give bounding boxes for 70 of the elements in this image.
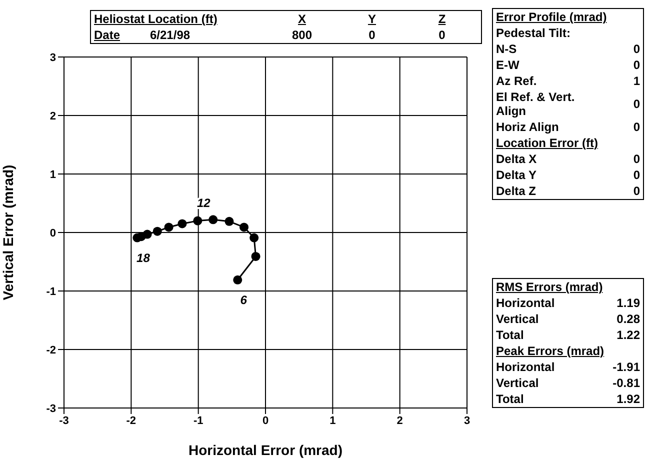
text: X bbox=[296, 11, 307, 27]
x-tick-label: 0 bbox=[262, 414, 269, 427]
text: 1.92 bbox=[616, 391, 641, 407]
text: Date bbox=[93, 27, 122, 43]
y-tick-label: 3 bbox=[50, 52, 56, 64]
text: Delta Z bbox=[495, 183, 538, 199]
text: 0 bbox=[368, 27, 376, 43]
text: Total bbox=[495, 391, 525, 407]
x-tick-label: -1 bbox=[193, 414, 204, 427]
x-tick-label: -2 bbox=[126, 414, 136, 427]
annotation: 18 bbox=[136, 250, 150, 265]
point bbox=[152, 226, 162, 236]
text: 0.28 bbox=[616, 311, 641, 327]
point bbox=[251, 252, 260, 261]
y-tick-label: 2 bbox=[50, 110, 56, 122]
text: 0 bbox=[632, 96, 641, 112]
text: 800 bbox=[290, 27, 314, 43]
x-tick-label: 3 bbox=[464, 414, 470, 427]
text: 0 bbox=[438, 27, 446, 43]
y-tick-label: 1 bbox=[50, 168, 56, 181]
text: Vertical bbox=[495, 311, 540, 327]
point bbox=[224, 216, 234, 226]
text: 0 bbox=[632, 119, 641, 135]
text: Z bbox=[437, 11, 447, 27]
text: 0 bbox=[632, 41, 641, 57]
x-tick-label: -3 bbox=[59, 414, 69, 427]
text: N-S bbox=[495, 41, 518, 57]
point bbox=[239, 222, 249, 232]
text: RMS Errors (mrad) bbox=[495, 279, 604, 295]
text: Heliostat Location (ft) bbox=[93, 11, 218, 27]
point bbox=[208, 215, 218, 224]
x-tick-label: 2 bbox=[396, 414, 403, 427]
text: Vertical bbox=[495, 375, 540, 391]
text: Horizontal bbox=[495, 295, 556, 311]
text: Delta Y bbox=[495, 167, 538, 183]
y-tick-label: -2 bbox=[46, 344, 56, 356]
text: 0 bbox=[632, 57, 641, 73]
text: 0 bbox=[632, 151, 641, 167]
y-tick-label: -1 bbox=[46, 286, 56, 298]
y-tick-label: -3 bbox=[46, 402, 56, 415]
text: Y bbox=[366, 11, 377, 27]
text: Total bbox=[495, 327, 525, 343]
text: Horiz Align bbox=[495, 119, 560, 135]
text: Error Profile (mrad) bbox=[495, 9, 608, 25]
text: 0 bbox=[632, 167, 641, 183]
text: -1.91 bbox=[612, 359, 641, 375]
annotation: 6 bbox=[240, 292, 248, 307]
text: 6/21/98 bbox=[149, 27, 192, 43]
text: 1.19 bbox=[616, 295, 641, 311]
point bbox=[233, 275, 242, 284]
point bbox=[164, 222, 174, 232]
text: El Ref. & Vert. Align bbox=[495, 89, 576, 119]
text: E-W bbox=[495, 57, 520, 73]
text: Location Error (ft) bbox=[495, 135, 599, 151]
text: Peak Errors (mrad) bbox=[495, 343, 606, 359]
point bbox=[250, 233, 259, 242]
text: Delta X bbox=[495, 151, 538, 167]
point bbox=[193, 216, 202, 226]
y-tick-label: 0 bbox=[50, 227, 56, 240]
y-axis-title: Vertical Error (mrad) bbox=[0, 164, 16, 300]
text: Pedestal Tilt: bbox=[495, 25, 572, 41]
text: Horizontal bbox=[495, 359, 556, 375]
text: 0 bbox=[632, 183, 641, 199]
text: 1.22 bbox=[616, 327, 641, 343]
text: Az Ref. bbox=[495, 73, 538, 89]
x-axis-title: Horizontal Error (mrad) bbox=[188, 442, 343, 458]
text: -0.81 bbox=[612, 375, 641, 391]
text: 1 bbox=[632, 73, 641, 89]
point bbox=[178, 219, 187, 228]
x-tick-label: 1 bbox=[330, 414, 336, 427]
